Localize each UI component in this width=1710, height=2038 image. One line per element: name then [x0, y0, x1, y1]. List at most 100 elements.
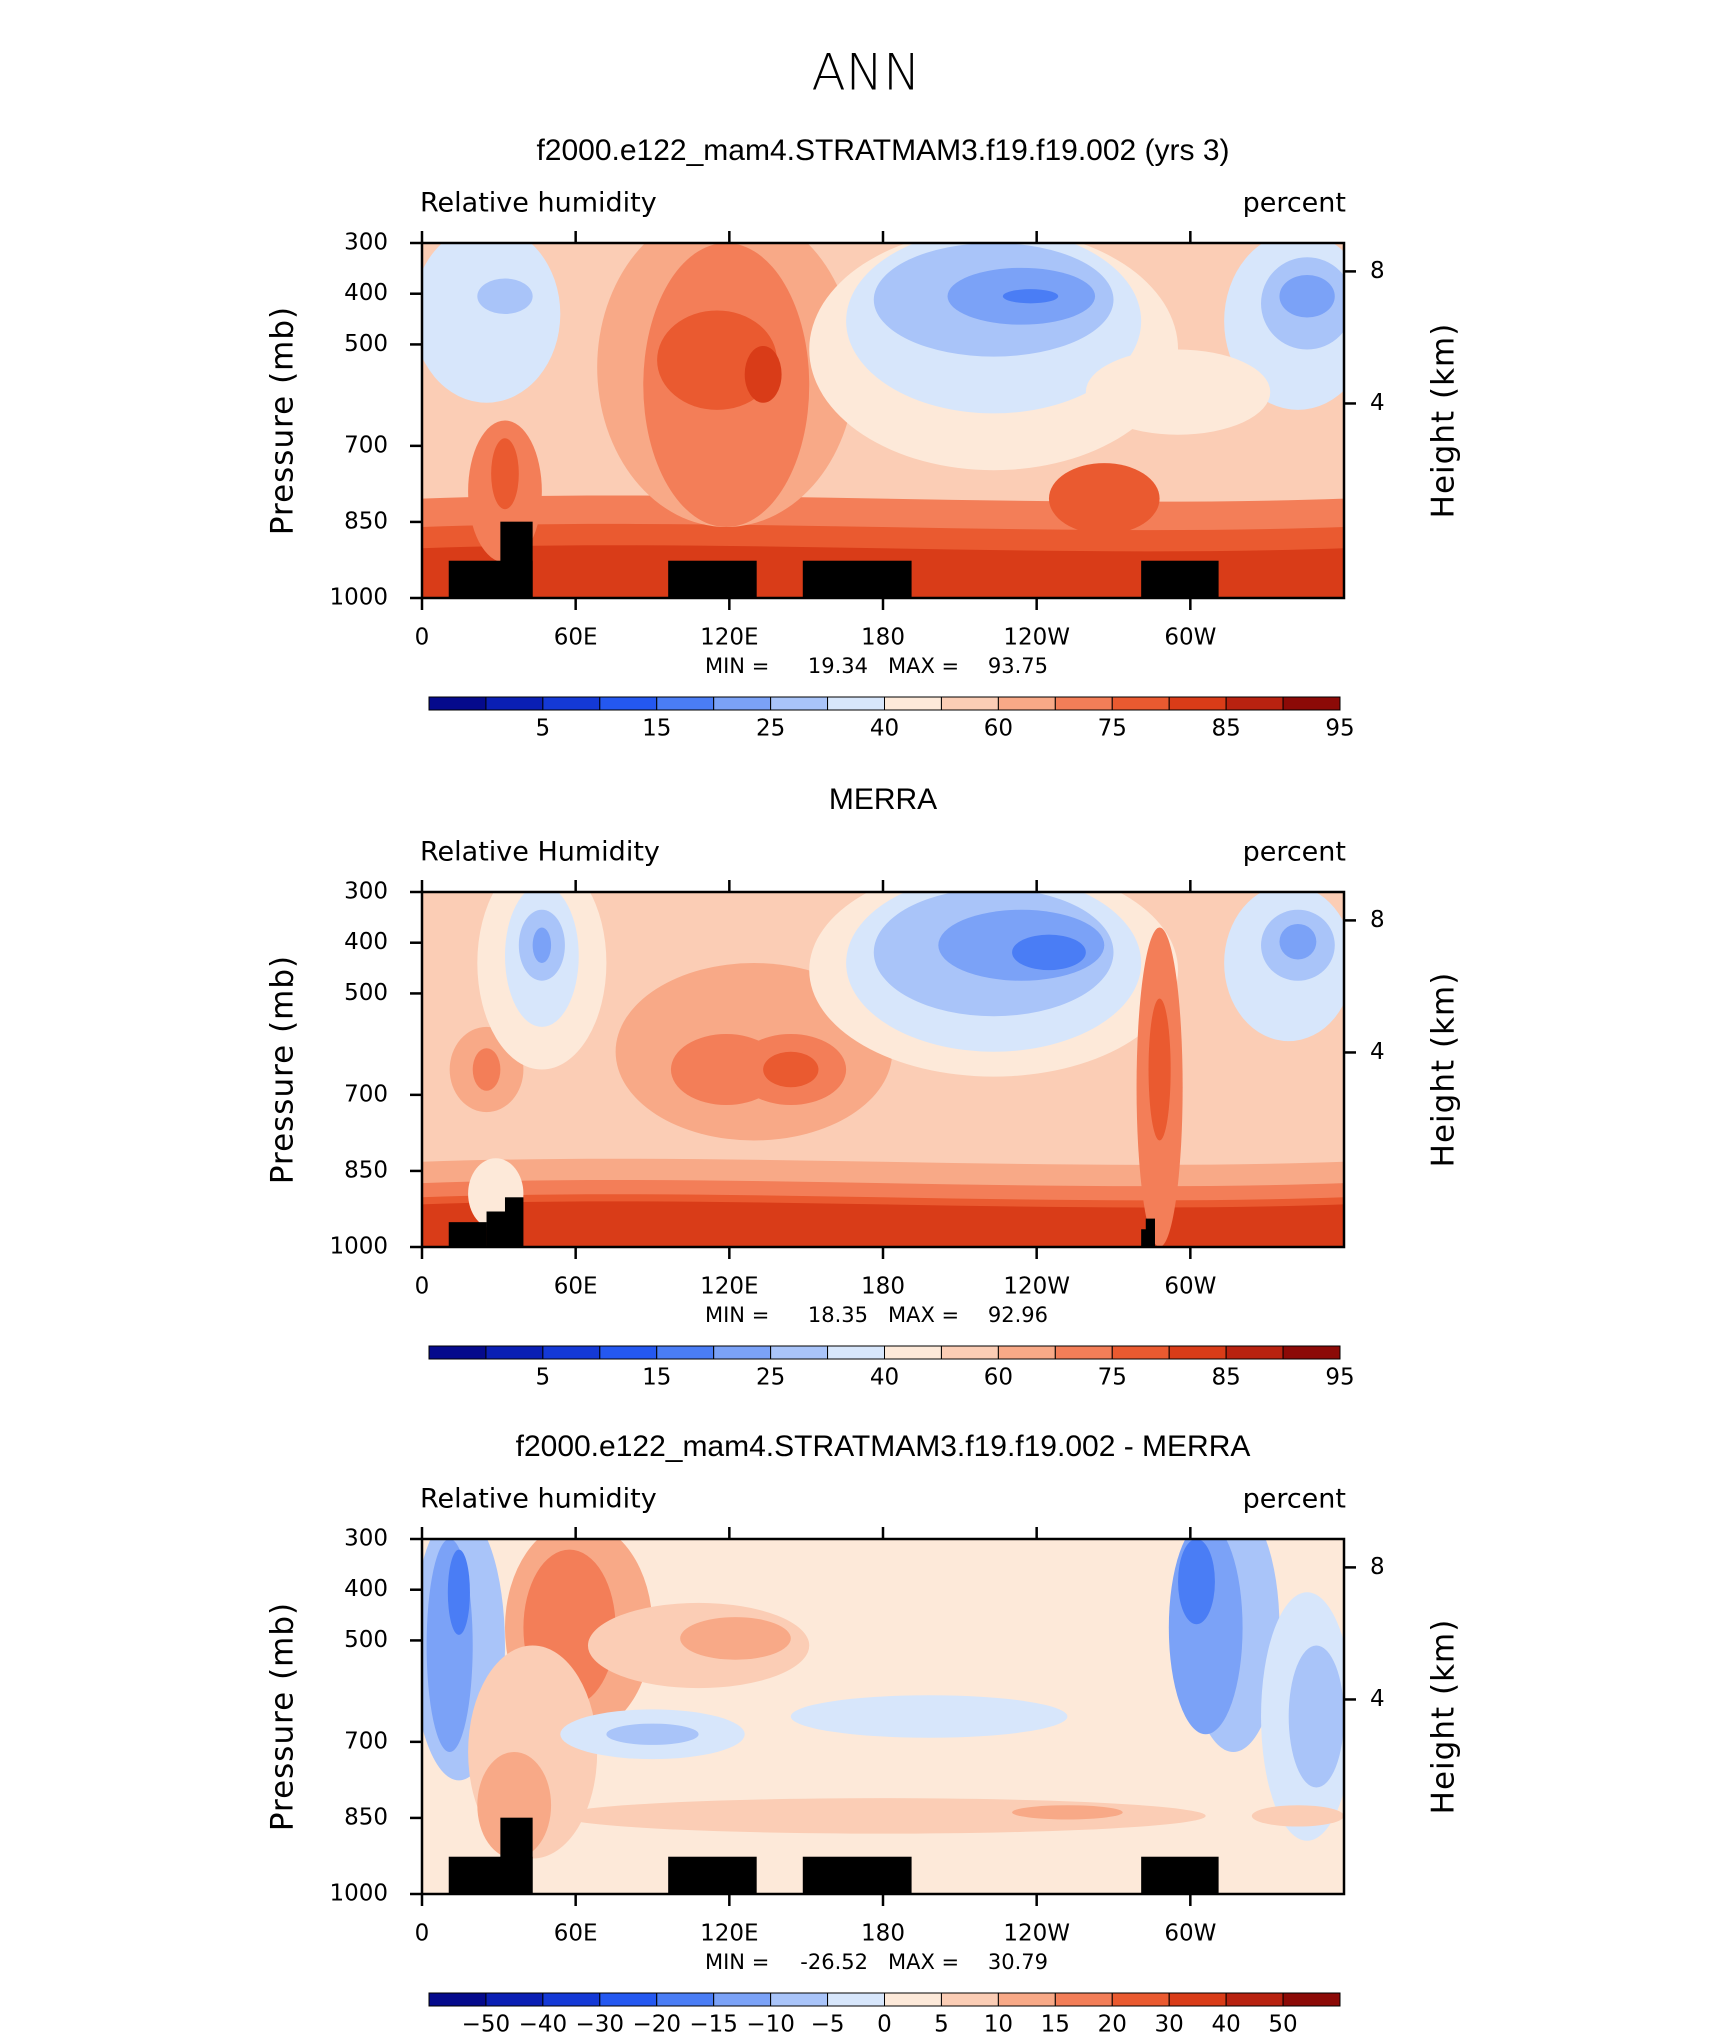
colorbar-label: 0: [877, 2012, 892, 2038]
left-label: Relative humidity: [420, 188, 657, 219]
y-tick-label: 850: [344, 508, 388, 534]
colorbar-label: −50: [462, 2012, 511, 2038]
colorbar-box: [997, 1345, 1056, 1360]
x-tick-label: 120E: [700, 1921, 758, 1947]
colorbar-label: 40: [870, 1365, 899, 1391]
colorbar-label: 10: [984, 2012, 1013, 2038]
colorbar-box: [1225, 1345, 1284, 1360]
colorbar-box: [713, 1992, 772, 2007]
colorbar-box: [770, 1345, 829, 1360]
max-label: MAX =: [888, 654, 959, 678]
colorbar-box: [485, 696, 544, 711]
y2-axis-label: Height (km): [1426, 1619, 1462, 1815]
colorbar-label: 50: [1268, 2012, 1297, 2038]
y-tick-label: 850: [344, 1157, 388, 1183]
contour-fill: [491, 438, 519, 510]
colorbar-box: [940, 1345, 999, 1360]
contour-fill: [472, 1048, 501, 1091]
min-label: MIN =: [705, 1950, 769, 1974]
colorbar-box: [1282, 1345, 1341, 1360]
figure-title: ANN: [811, 44, 920, 102]
right-label: percent: [1243, 837, 1346, 868]
colorbar-label: −30: [576, 2012, 625, 2038]
colorbar-box: [1168, 696, 1227, 711]
y2-tick-label: 8: [1370, 1554, 1385, 1580]
colorbar-box: [542, 696, 601, 711]
colorbar-box: [884, 1345, 942, 1360]
colorbar-box: [884, 1992, 942, 2007]
x-tick-label: 60W: [1164, 1274, 1216, 1300]
x-tick-label: 180: [861, 625, 905, 651]
y-axis-label: Pressure (mb): [265, 955, 301, 1184]
y-tick-label: 700: [344, 1081, 388, 1107]
colorbar-box: [1054, 1345, 1113, 1360]
y-tick-label: 500: [344, 1627, 388, 1653]
colorbar-label: 25: [756, 716, 785, 742]
left-label: Relative humidity: [420, 1484, 657, 1515]
colorbar-label: 60: [984, 1365, 1013, 1391]
colorbar-label: −5: [811, 2012, 845, 2038]
colorbar-box: [542, 1992, 601, 2007]
colorbar-box: [827, 1992, 885, 2007]
x-tick-label: 60E: [554, 625, 598, 651]
colorbar-label: 15: [642, 716, 671, 742]
y2-axis-label: Height (km): [1426, 972, 1462, 1168]
colorbar-box: [428, 1992, 487, 2007]
y-axis-label: Pressure (mb): [265, 306, 301, 535]
y-tick-label: 300: [344, 1526, 388, 1552]
colorbar-box: [656, 696, 715, 711]
colorbar-label: 75: [1098, 1365, 1127, 1391]
max-value: 30.79: [988, 1950, 1048, 1974]
topography: [1141, 1856, 1219, 1894]
colorbar-label: 25: [756, 1365, 785, 1391]
colorbar-label: 30: [1155, 2012, 1184, 2038]
contour-fill: [1279, 923, 1317, 960]
panel-title: MERRA: [829, 783, 937, 816]
max-value: 92.96: [988, 1303, 1048, 1327]
colorbar-box: [770, 1992, 829, 2007]
colorbar-label: 95: [1325, 1365, 1354, 1391]
colorbar-box: [656, 1345, 715, 1360]
colorbar-box: [770, 696, 829, 711]
y2-axis-label: Height (km): [1426, 323, 1462, 519]
colorbar-label: 75: [1098, 716, 1127, 742]
contour-field: [422, 243, 1344, 598]
x-tick-label: 120E: [700, 1274, 758, 1300]
contour-fill: [1178, 1539, 1215, 1625]
colorbar-label: 40: [870, 716, 899, 742]
topography: [500, 521, 533, 598]
x-tick-label: 180: [861, 1274, 905, 1300]
colorbar-box: [485, 1992, 544, 2007]
contour-fill: [1288, 1645, 1344, 1788]
colorbar-box: [1168, 1345, 1227, 1360]
y2-tick-label: 8: [1370, 258, 1385, 284]
colorbar-box: [428, 696, 487, 711]
max-label: MAX =: [888, 1303, 959, 1327]
colorbar-label: −10: [746, 2012, 795, 2038]
colorbar-label: −40: [519, 2012, 568, 2038]
max-label: MAX =: [888, 1950, 959, 1974]
contour-fill: [1012, 934, 1086, 971]
contour-fill: [744, 345, 782, 403]
colorbar-label: 85: [1211, 716, 1240, 742]
colorbar-box: [1282, 1992, 1341, 2007]
contour-fill: [477, 278, 533, 314]
x-tick-label: 0: [415, 625, 430, 651]
colorbar-label: 85: [1211, 1365, 1240, 1391]
min-label: MIN =: [705, 1303, 769, 1327]
colorbar-box: [1111, 1345, 1170, 1360]
y-axis-label: Pressure (mb): [265, 1602, 301, 1831]
y-tick-label: 700: [344, 432, 388, 458]
colorbar-label: 5: [536, 1365, 551, 1391]
colorbar-box: [1054, 1992, 1113, 2007]
right-label: percent: [1243, 1484, 1346, 1515]
y2-tick-label: 4: [1370, 1039, 1385, 1065]
colorbar-label: 60: [984, 716, 1013, 742]
panel-title: f2000.e122_mam4.STRATMAM3.f19.f19.002 - …: [516, 1430, 1251, 1463]
y2-tick-label: 8: [1370, 907, 1385, 933]
contour-fill: [1085, 349, 1271, 435]
left-label: Relative Humidity: [420, 837, 660, 868]
y-tick-label: 850: [344, 1804, 388, 1830]
contour-fill: [763, 1051, 819, 1088]
topography: [504, 1197, 524, 1247]
